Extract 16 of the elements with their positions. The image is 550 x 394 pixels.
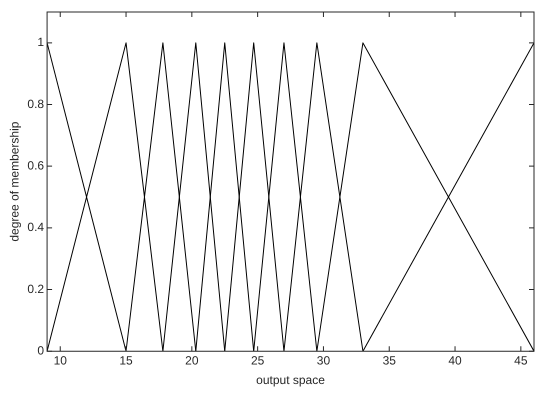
x-tick-label: 15 [119, 354, 134, 368]
y-tick-label: 0.4 [27, 220, 44, 234]
y-tick-label: 0.2 [27, 282, 44, 296]
x-tick-label: 45 [514, 354, 528, 368]
y-tick-label: 0.8 [27, 96, 44, 111]
y-tick-label: 0 [37, 344, 44, 358]
x-tick-label: 10 [54, 354, 68, 368]
x-tick-label: 25 [250, 354, 265, 368]
x-axis-title: output space [256, 373, 326, 388]
y-tick-label: 1 [37, 35, 44, 50]
y-axis-title: degree of membership [8, 121, 22, 242]
y-tick-label: 0.6 [27, 158, 44, 172]
x-tick-label: 30 [316, 354, 330, 368]
x-tick-label: 40 [448, 354, 462, 368]
x-tick-label: 35 [382, 354, 396, 368]
x-tick-label: 20 [185, 354, 199, 368]
